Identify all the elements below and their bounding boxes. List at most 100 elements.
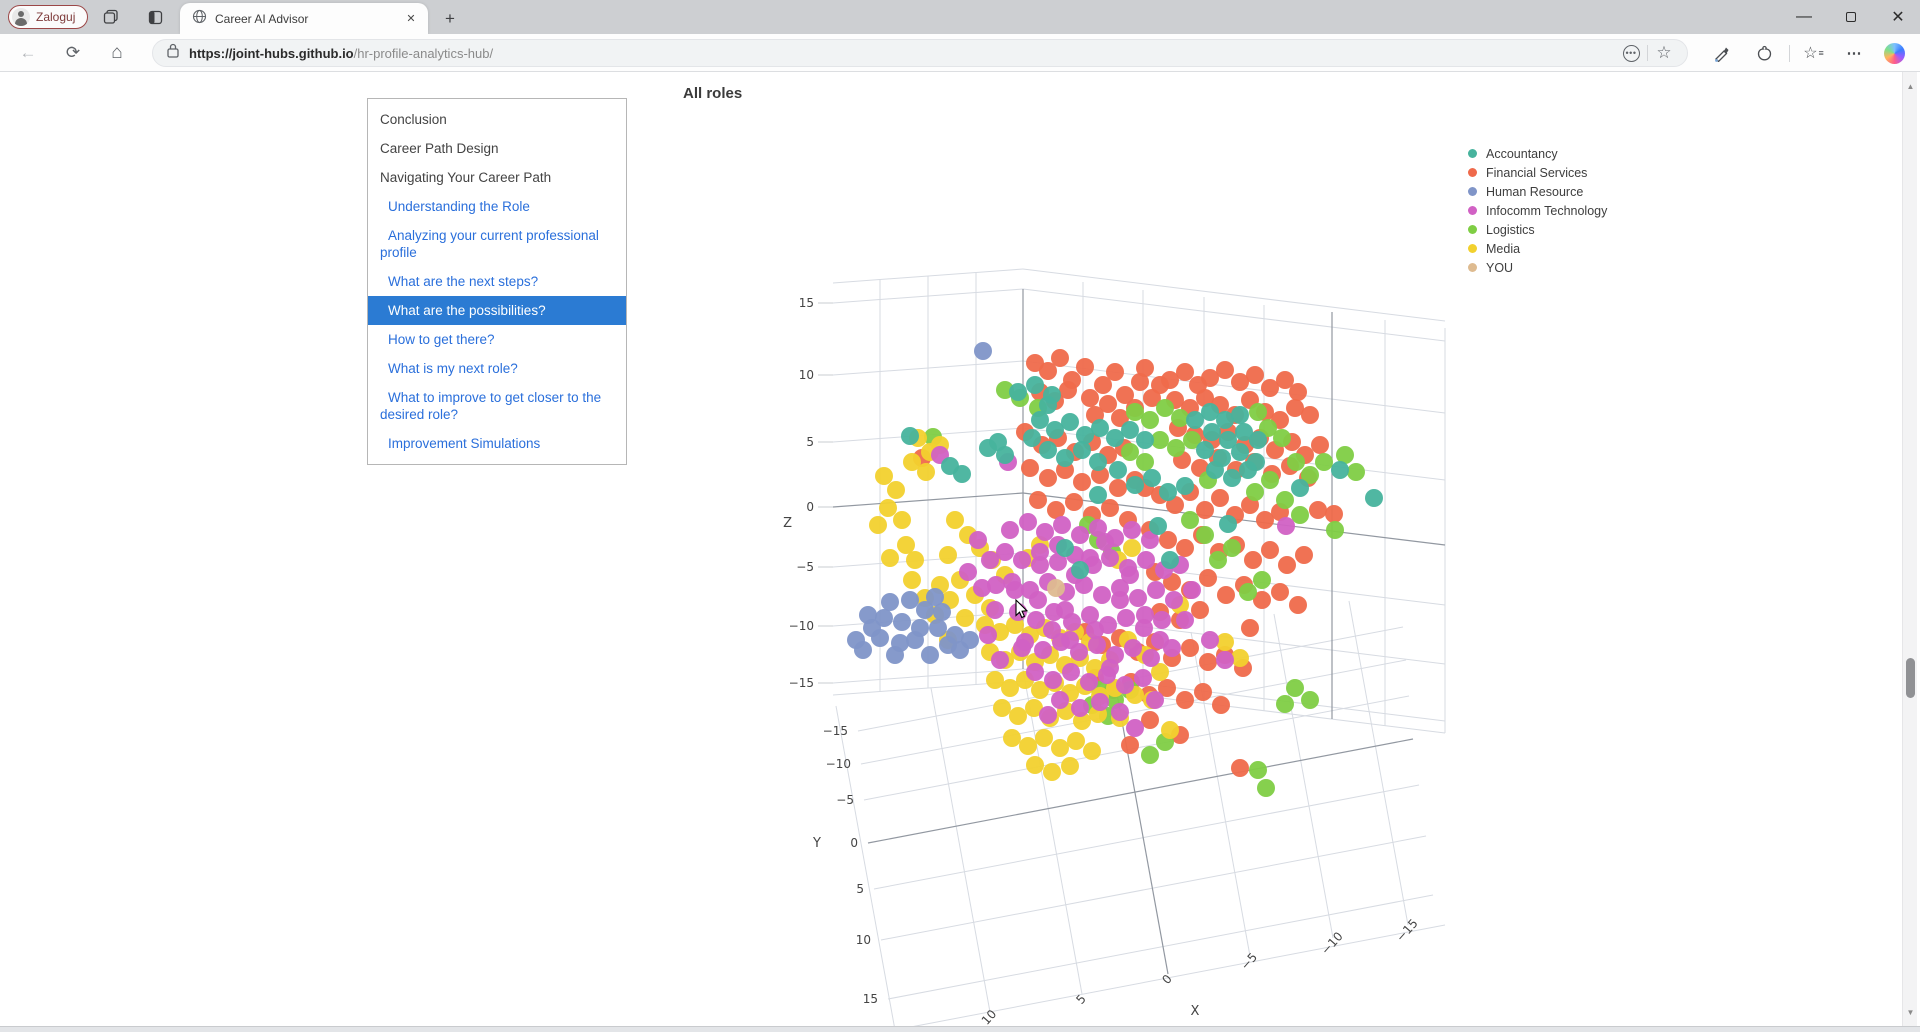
data-point[interactable] <box>1212 696 1230 714</box>
data-point[interactable] <box>1291 506 1309 524</box>
data-point[interactable] <box>916 601 934 619</box>
data-point[interactable] <box>1271 583 1289 601</box>
address-bar[interactable]: https://joint-hubs.github.io/hr-profile-… <box>152 39 1688 67</box>
data-point[interactable] <box>1276 695 1294 713</box>
data-point[interactable] <box>1151 431 1169 449</box>
data-point[interactable] <box>1111 703 1129 721</box>
data-point[interactable] <box>1176 539 1194 557</box>
data-point[interactable] <box>1286 399 1304 417</box>
data-point[interactable] <box>1223 469 1241 487</box>
data-point[interactable] <box>1159 483 1177 501</box>
data-point[interactable] <box>1006 581 1024 599</box>
data-point[interactable] <box>1276 371 1294 389</box>
data-point[interactable] <box>1235 423 1253 441</box>
data-point[interactable] <box>1039 362 1057 380</box>
menu-item-6[interactable]: What are the possibilities? <box>368 296 626 325</box>
data-point[interactable] <box>879 499 897 517</box>
maximize-icon[interactable] <box>1834 0 1868 33</box>
data-point[interactable] <box>1365 489 1383 507</box>
data-point[interactable] <box>1253 591 1271 609</box>
data-point[interactable] <box>1062 663 1080 681</box>
data-point[interactable] <box>1276 491 1294 509</box>
data-point[interactable] <box>1191 601 1209 619</box>
data-point[interactable] <box>1043 621 1061 639</box>
data-point[interactable] <box>991 651 1009 669</box>
data-point[interactable] <box>1181 511 1199 529</box>
data-point[interactable] <box>1013 551 1031 569</box>
data-point[interactable] <box>1121 421 1139 439</box>
data-point[interactable] <box>1051 691 1069 709</box>
data-point[interactable] <box>1089 453 1107 471</box>
data-point[interactable] <box>1136 431 1154 449</box>
data-point[interactable] <box>1176 363 1194 381</box>
data-point[interactable] <box>1141 711 1159 729</box>
data-point[interactable] <box>1121 566 1139 584</box>
data-point[interactable] <box>1109 479 1127 497</box>
tab-actions-icon[interactable] <box>140 0 170 34</box>
data-point[interactable] <box>1141 531 1159 549</box>
data-point[interactable] <box>1142 649 1160 667</box>
data-point[interactable] <box>1121 736 1139 754</box>
data-point[interactable] <box>1025 699 1043 717</box>
data-point[interactable] <box>953 465 971 483</box>
data-point[interactable] <box>1231 443 1249 461</box>
data-point[interactable] <box>1076 426 1094 444</box>
data-point[interactable] <box>1211 489 1229 507</box>
data-point[interactable] <box>1039 469 1057 487</box>
data-point[interactable] <box>973 579 991 597</box>
data-point[interactable] <box>1091 693 1109 711</box>
data-point[interactable] <box>1021 459 1039 477</box>
data-point[interactable] <box>1141 411 1159 429</box>
menu-item-4[interactable]: Analyzing your current professional prof… <box>380 228 599 260</box>
data-point[interactable] <box>881 549 899 567</box>
data-point[interactable] <box>1039 706 1057 724</box>
data-point[interactable] <box>1216 361 1234 379</box>
menu-item-2[interactable]: Navigating Your Career Path <box>380 170 552 185</box>
data-point[interactable] <box>1209 551 1227 569</box>
legend-item-3[interactable]: Infocomm Technology <box>1468 201 1607 220</box>
data-point[interactable] <box>1143 389 1161 407</box>
data-point[interactable] <box>1013 639 1031 657</box>
data-point[interactable] <box>1026 376 1044 394</box>
data-point[interactable] <box>926 588 944 606</box>
menu-item-10[interactable]: Improvement Simulations <box>388 436 541 451</box>
data-point[interactable] <box>1311 436 1329 454</box>
data-point[interactable] <box>1273 429 1291 447</box>
data-point[interactable] <box>1101 549 1119 567</box>
data-point[interactable] <box>1253 571 1271 589</box>
data-point[interactable] <box>1196 441 1214 459</box>
data-point[interactable] <box>993 699 1011 717</box>
data-point[interactable] <box>1073 473 1091 491</box>
data-point[interactable] <box>1056 539 1074 557</box>
data-point[interactable] <box>1031 411 1049 429</box>
data-point[interactable] <box>1089 486 1107 504</box>
data-point[interactable] <box>901 591 919 609</box>
collections-icon[interactable]: ☆ ≡ <box>1803 45 1824 62</box>
menu-item-0[interactable]: Conclusion <box>380 112 447 127</box>
new-tab-button[interactable]: + <box>445 9 455 28</box>
data-point[interactable] <box>996 543 1014 561</box>
data-point[interactable] <box>1301 691 1319 709</box>
data-point[interactable] <box>1044 671 1062 689</box>
data-point[interactable] <box>1106 429 1124 447</box>
data-point[interactable] <box>1259 419 1277 437</box>
data-point[interactable] <box>1131 373 1149 391</box>
data-point[interactable] <box>1123 521 1141 539</box>
data-point[interactable] <box>1261 541 1279 559</box>
data-point[interactable] <box>1061 413 1079 431</box>
data-point[interactable] <box>1086 621 1104 639</box>
data-point[interactable] <box>847 631 865 649</box>
menu-item-8[interactable]: What is my next role? <box>388 361 518 376</box>
data-point[interactable] <box>1101 659 1119 677</box>
data-point[interactable] <box>1134 669 1152 687</box>
data-point[interactable] <box>1026 756 1044 774</box>
data-point[interactable] <box>946 511 964 529</box>
data-point[interactable] <box>1256 511 1274 529</box>
data-point[interactable] <box>1089 519 1107 537</box>
data-point[interactable] <box>1151 663 1169 681</box>
data-point[interactable] <box>1261 379 1279 397</box>
data-point[interactable] <box>1076 358 1094 376</box>
data-point[interactable] <box>1001 521 1019 539</box>
data-point[interactable] <box>863 619 881 637</box>
data-point[interactable] <box>1231 649 1249 667</box>
